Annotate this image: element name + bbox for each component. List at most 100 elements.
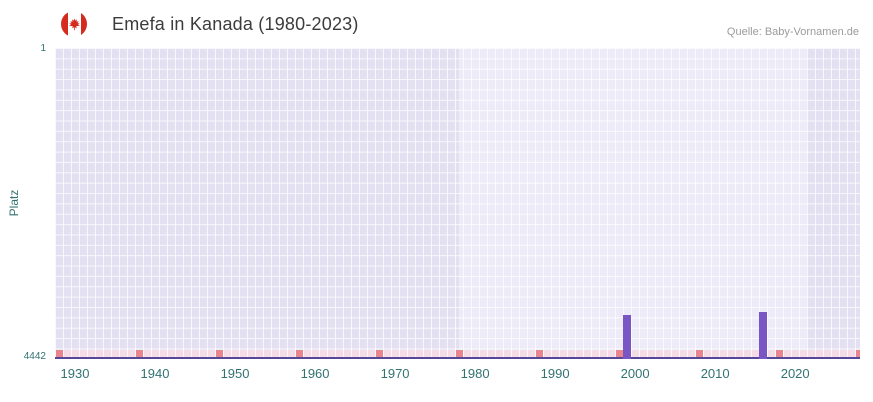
strip-cell-1929 — [63, 350, 71, 357]
flag-red-band-left — [61, 11, 68, 37]
strip-cell-1945 — [191, 350, 199, 357]
strip-cell-highlight-1938 — [135, 350, 143, 357]
strip-cell-highlight-1968 — [375, 350, 383, 357]
y-tick-top: 1 — [40, 43, 46, 54]
strip-cell-2009 — [703, 350, 711, 357]
strip-cell-1957 — [287, 350, 295, 357]
x-tick-2010: 2010 — [700, 366, 730, 381]
strip-cell-2014 — [743, 350, 751, 357]
strip-cell-1947 — [207, 350, 215, 357]
plot-area — [55, 48, 860, 359]
strip-cell-1977 — [447, 350, 455, 357]
strip-cell-2001 — [639, 350, 647, 357]
bar-2016 — [759, 311, 768, 359]
strip-cell-1950 — [231, 350, 239, 357]
strip-cell-2004 — [663, 350, 671, 357]
x-tick-2020: 2020 — [780, 366, 810, 381]
y-axis-title: Platz — [7, 189, 21, 217]
strip-cell-1973 — [415, 350, 423, 357]
strip-cell-2024 — [823, 350, 831, 357]
strip-cell-1944 — [183, 350, 191, 357]
strip-cell-2020 — [791, 350, 799, 357]
strip-cell-1985 — [511, 350, 519, 357]
strip-cell-1960 — [311, 350, 319, 357]
strip-cell-2023 — [815, 350, 823, 357]
strip-cell-1931 — [79, 350, 87, 357]
x-tick-2000: 2000 — [620, 366, 650, 381]
grid-overlay — [55, 48, 860, 359]
strip-cell-1993 — [575, 350, 583, 357]
bar-1999 — [623, 314, 632, 359]
strip-cell-1997 — [607, 350, 615, 357]
strip-cell-2026 — [839, 350, 847, 357]
strip-cell-1986 — [519, 350, 527, 357]
strip-cell-highlight-1978 — [455, 350, 463, 357]
strip-cell-highlight-2028 — [855, 350, 860, 357]
strip-cell-1964 — [343, 350, 351, 357]
strip-cell-1959 — [303, 350, 311, 357]
strip-cell-1981 — [479, 350, 487, 357]
strip-cell-1935 — [111, 350, 119, 357]
strip-cell-2022 — [807, 350, 815, 357]
strip-cell-2006 — [679, 350, 687, 357]
strip-cell-highlight-2008 — [695, 350, 703, 357]
strip-cell-1979 — [463, 350, 471, 357]
maple-leaf-shape — [68, 18, 80, 30]
x-tick-1960: 1960 — [300, 366, 330, 381]
strip-cell-1982 — [487, 350, 495, 357]
strip-cell-2011 — [719, 350, 727, 357]
canada-flag-icon — [61, 11, 87, 37]
strip-cell-1939 — [143, 350, 151, 357]
strip-cell-1961 — [319, 350, 327, 357]
strip-cell-1955 — [271, 350, 279, 357]
strip-cell-2015 — [751, 350, 759, 357]
strip-cell-highlight-1948 — [215, 350, 223, 357]
strip-cell-1995 — [591, 350, 599, 357]
strip-cell-1989 — [543, 350, 551, 357]
strip-cell-1941 — [159, 350, 167, 357]
strip-cell-1952 — [247, 350, 255, 357]
strip-cell-1991 — [559, 350, 567, 357]
strip-cell-1953 — [255, 350, 263, 357]
strip-cell-1954 — [263, 350, 271, 357]
source-credit: Quelle: Baby-Vornamen.de — [726, 26, 859, 38]
strip-cell-highlight-1928 — [55, 350, 63, 357]
strip-cell-1990 — [551, 350, 559, 357]
strip-cell-1969 — [383, 350, 391, 357]
strip-cell-1970 — [391, 350, 399, 357]
maple-leaf-icon — [68, 18, 80, 30]
strip-cell-1930 — [71, 350, 79, 357]
x-tick-1970: 1970 — [380, 366, 410, 381]
x-tick-1930: 1930 — [60, 366, 90, 381]
strip-cell-1984 — [503, 350, 511, 357]
strip-cell-1942 — [167, 350, 175, 357]
strip-cell-highlight-2018 — [775, 350, 783, 357]
strip-cell-1996 — [599, 350, 607, 357]
y-tick-bottom: 4442 — [23, 351, 46, 362]
strip-cell-1963 — [335, 350, 343, 357]
strip-cell-1940 — [151, 350, 159, 357]
strip-cell-2012 — [727, 350, 735, 357]
strip-cell-1932 — [87, 350, 95, 357]
strip-cell-1936 — [119, 350, 127, 357]
strip-cell-2010 — [711, 350, 719, 357]
x-tick-1950: 1950 — [220, 366, 250, 381]
strip-cell-1975 — [431, 350, 439, 357]
strip-cell-1949 — [223, 350, 231, 357]
flag-red-band-right — [80, 11, 87, 37]
strip-cell-2005 — [671, 350, 679, 357]
strip-cell-1934 — [103, 350, 111, 357]
strip-cell-highlight-1988 — [535, 350, 543, 357]
strip-cell-1972 — [407, 350, 415, 357]
strip-cell-1987 — [527, 350, 535, 357]
strip-cell-1966 — [359, 350, 367, 357]
strip-cell-1967 — [367, 350, 375, 357]
strip-cell-2000 — [631, 350, 639, 357]
page-title: Emefa in Kanada (1980-2023) — [112, 14, 359, 34]
strip-cell-1971 — [399, 350, 407, 357]
x-tick-1940: 1940 — [140, 366, 170, 381]
strip-cell-1933 — [95, 350, 103, 357]
strip-cell-1956 — [279, 350, 287, 357]
strip-cell-1962 — [327, 350, 335, 357]
strip-cell-2021 — [799, 350, 807, 357]
